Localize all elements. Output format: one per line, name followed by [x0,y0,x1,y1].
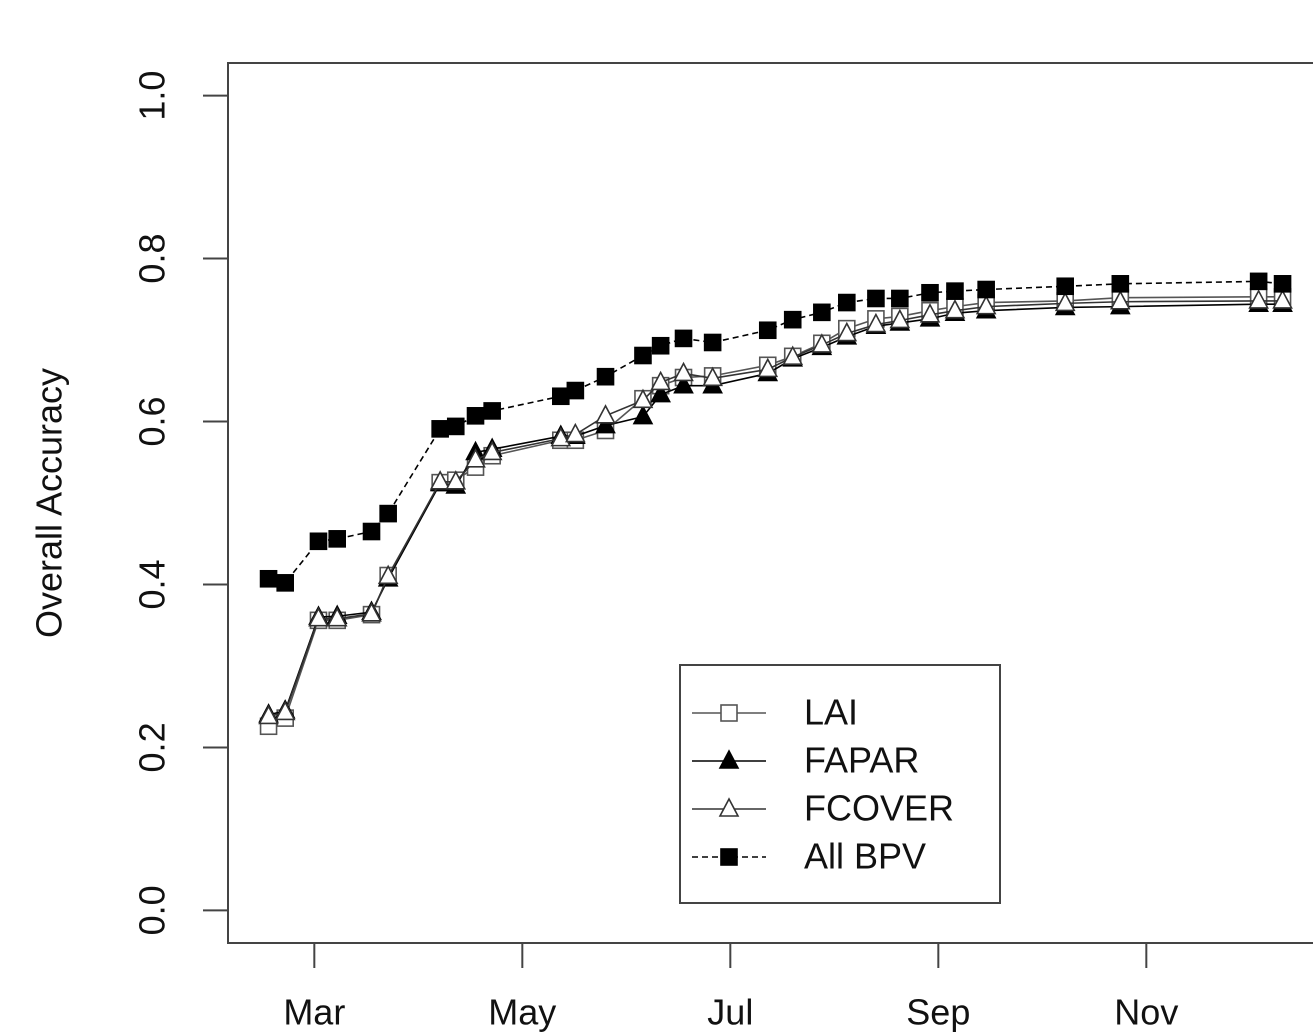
y-tick-label: 0.2 [132,722,173,772]
point [811,333,833,353]
legend-marker [718,749,740,769]
point [446,417,465,436]
point [634,346,652,365]
point [674,329,693,348]
y-tick-label: 0.4 [132,559,173,609]
legend-marker [718,797,740,817]
point [921,283,939,302]
y-tick-label: 0.0 [132,885,173,935]
point [465,448,486,468]
point [466,407,485,425]
point [565,422,586,443]
point [837,293,856,312]
point [632,388,654,409]
point [362,522,381,541]
point [596,367,615,386]
point [308,606,329,627]
point [1056,277,1074,296]
point [377,564,399,585]
point [1272,289,1293,309]
point [550,426,572,447]
point [566,381,585,400]
legend-label: LAI [804,692,858,733]
point [673,361,694,382]
point [1248,289,1269,309]
point [650,382,671,403]
legend-label: FCOVER [804,788,954,829]
y-tick-label: 0.6 [132,396,173,446]
point [919,303,941,323]
point [1273,275,1292,293]
point [309,532,328,551]
point [758,321,777,340]
point [946,282,964,300]
point [865,312,887,333]
x-tick-label: Sep [906,992,970,1033]
point [703,333,722,352]
y-tick-label: 1.0 [132,71,173,121]
legend-marker [720,704,738,722]
point [975,294,997,315]
point [276,574,295,592]
point [944,298,966,319]
point [651,336,670,355]
point [891,289,909,308]
point [379,504,397,523]
point [1249,272,1268,291]
legend-label: All BPV [804,836,926,877]
point [483,402,501,420]
point [632,404,654,425]
point [551,387,570,406]
point [783,310,802,329]
point [757,357,779,378]
point [595,413,616,434]
legend-marker [720,848,738,866]
point [328,530,347,548]
y-tick-label: 0.8 [132,234,173,284]
point [867,289,885,308]
point [889,308,911,329]
point [274,700,296,721]
point [813,303,831,322]
point [445,470,467,490]
point [1109,290,1131,310]
point [650,370,671,391]
point [326,606,348,627]
point [481,440,503,461]
point [258,704,279,725]
point [1054,291,1076,312]
point [702,366,723,387]
point [782,345,804,365]
plot-frame [227,62,1313,944]
point [431,420,449,438]
point [361,602,382,622]
legend: LAI FAPAR FCOVER All BPV [679,664,1001,904]
point [429,470,451,490]
x-tick-label: Nov [1114,992,1178,1033]
point [259,569,278,588]
legend-label: FAPAR [804,740,919,781]
point [1111,275,1130,293]
point [673,373,694,394]
point [836,321,858,342]
point [977,280,995,299]
x-tick-label: May [488,992,556,1033]
y-axis-label: Overall Accuracy [29,368,70,638]
point [595,404,616,424]
x-tick-label: Jul [707,992,753,1033]
x-tick-label: Mar [283,992,345,1033]
